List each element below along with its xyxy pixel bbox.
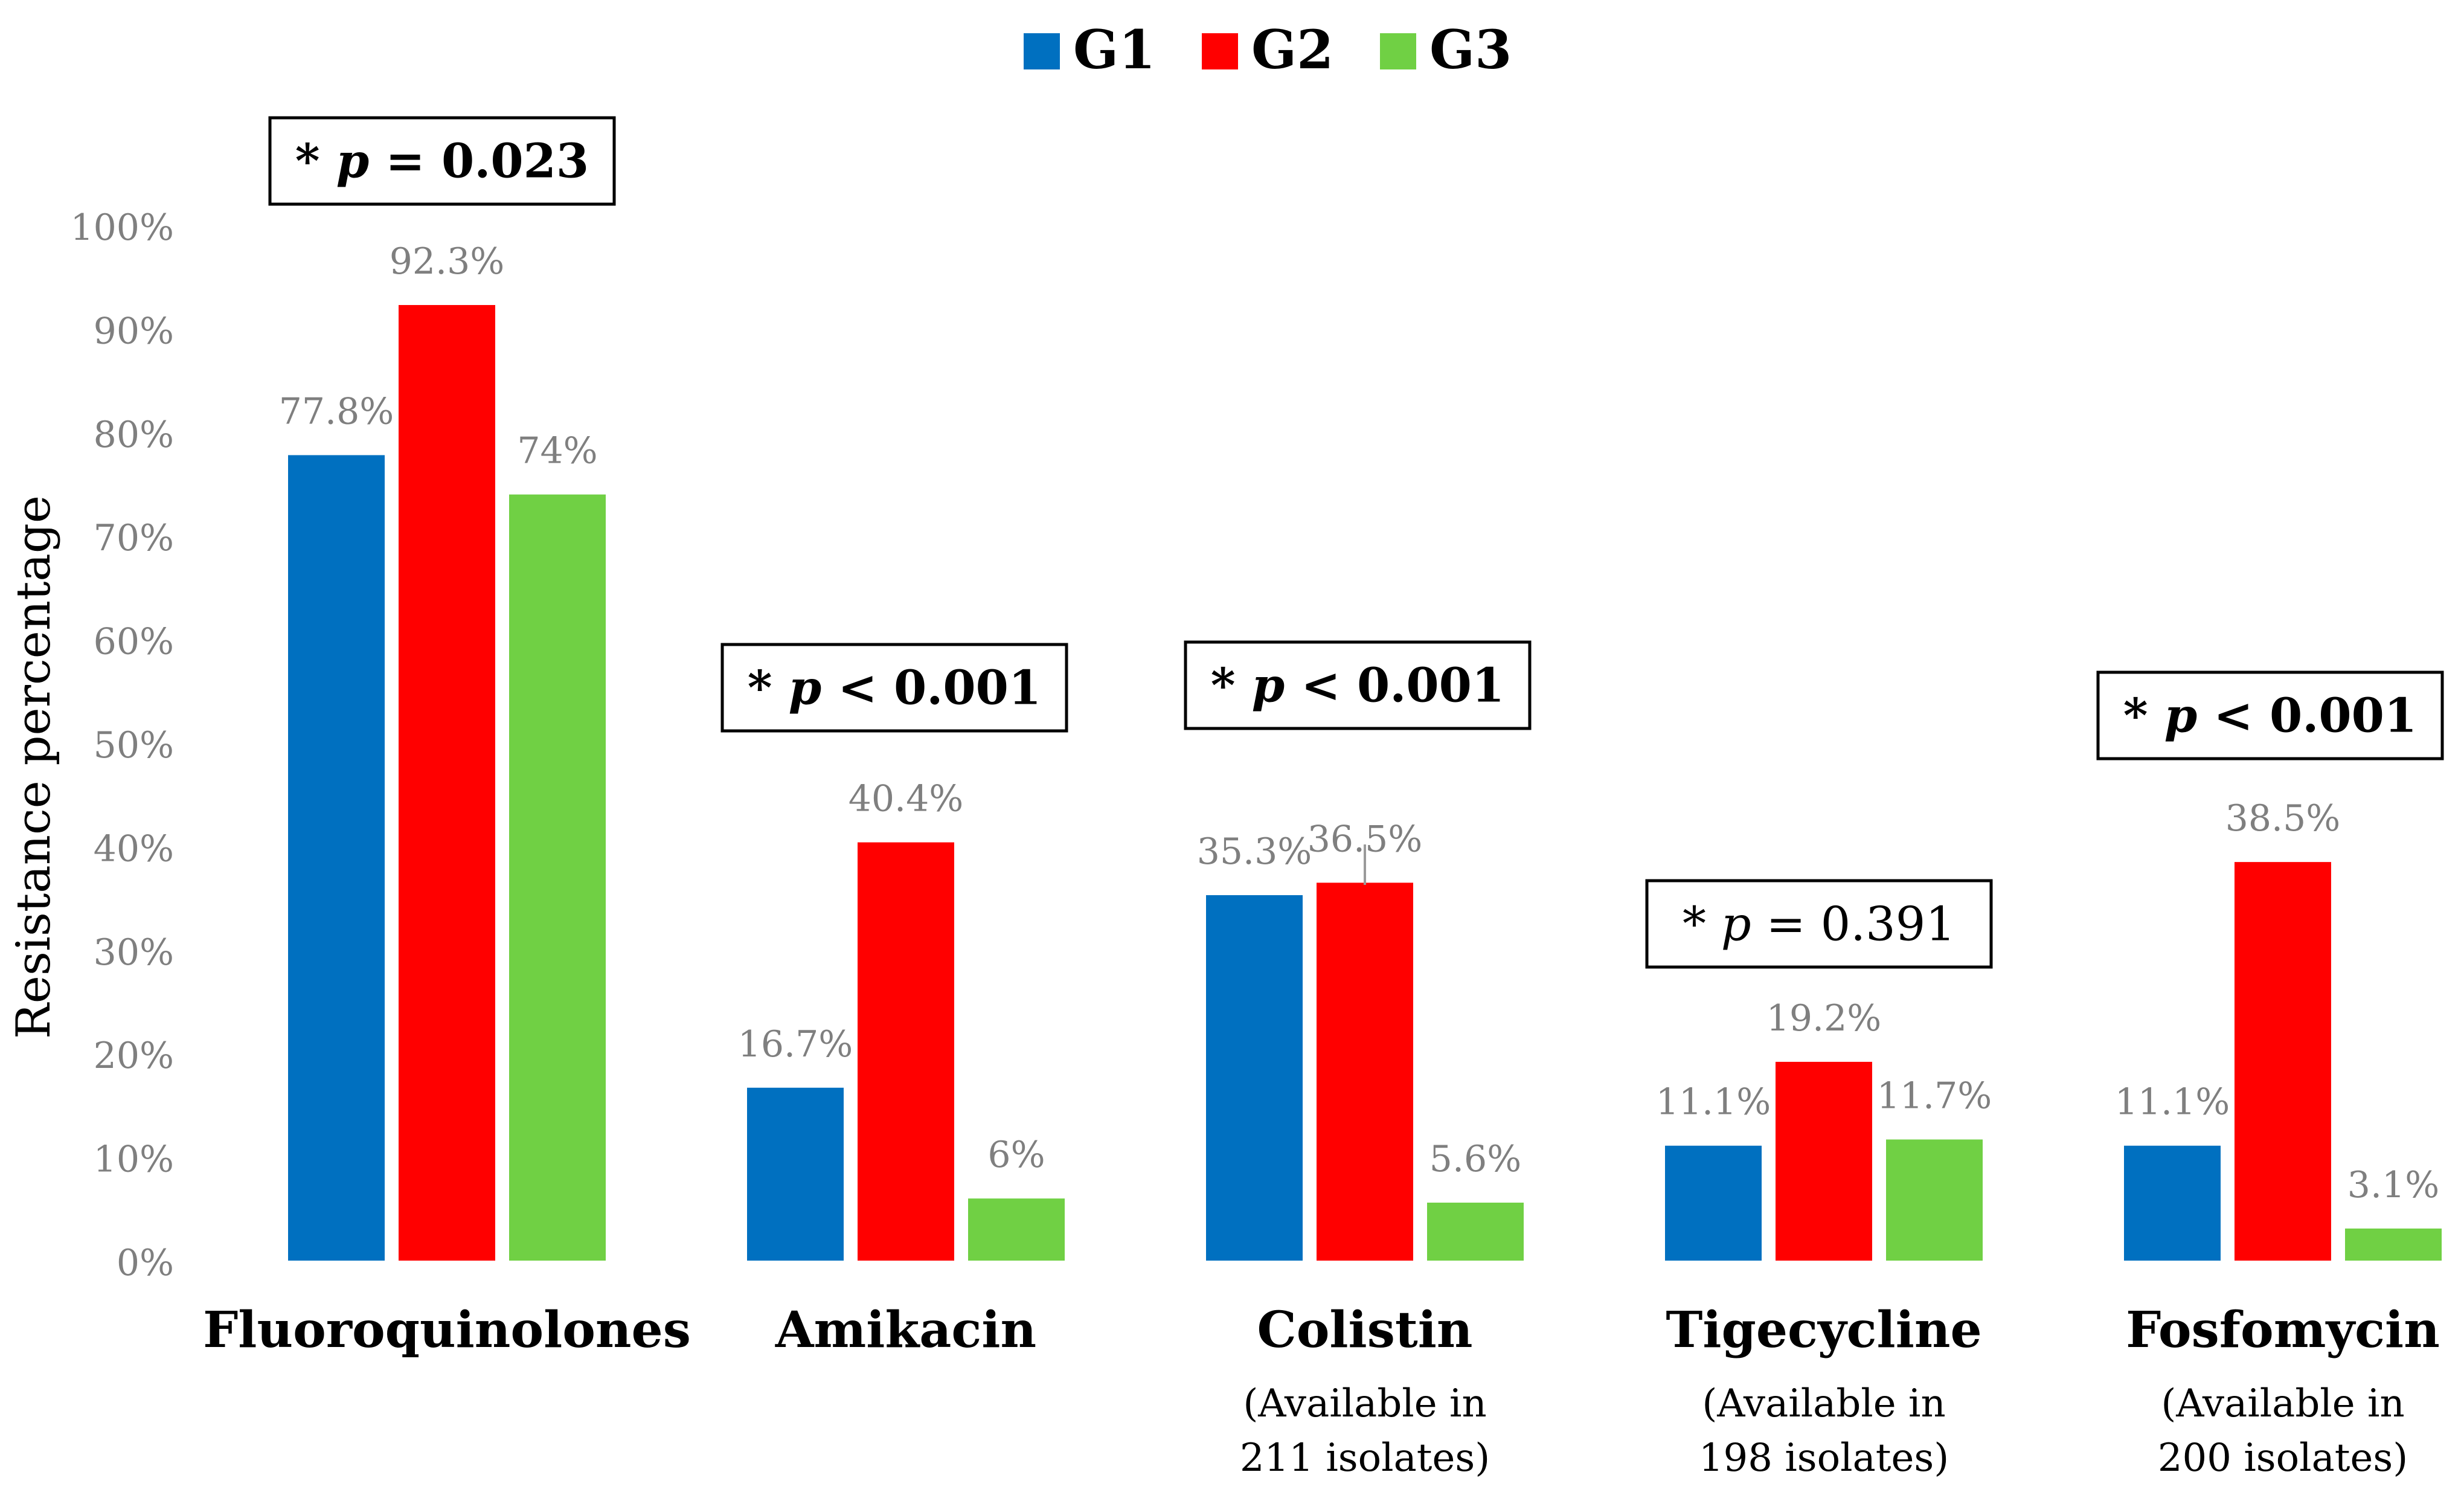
p-value-text: * p < 0.001 <box>1211 658 1504 713</box>
legend-swatch-g1 <box>1024 33 1060 69</box>
p-value-rest: < 0.001 <box>2197 689 2417 744</box>
y-tick-label: 70% <box>94 517 174 559</box>
value-label: 11.1% <box>2115 1081 2230 1124</box>
bar-g2-amikacin <box>858 842 954 1261</box>
p-value-prefix: * <box>295 134 336 189</box>
legend-label-g1: G1 <box>1073 18 1155 81</box>
value-label: 38.5% <box>2225 797 2341 840</box>
category-labels: Fluoroquinolones Amikacin Colistin (Availab… <box>203 1301 2440 1480</box>
bar-g2-fosfomycin <box>2235 862 2331 1261</box>
category-note: 211 isolates) <box>1240 1436 1490 1480</box>
y-tick-label: 90% <box>94 310 174 352</box>
y-tick-label: 100% <box>70 207 174 249</box>
p-value-rest: < 0.001 <box>821 661 1041 716</box>
bar-g3-tigecycline <box>1886 1139 1983 1261</box>
y-axis-label: Resistance percentage <box>7 495 61 1039</box>
value-label: 74% <box>517 430 597 472</box>
value-label: 19.2% <box>1766 997 1882 1040</box>
p-value-text: * p < 0.001 <box>748 661 1041 716</box>
category-note: 198 isolates) <box>1699 1436 1949 1480</box>
p-value-prefix: * <box>1683 898 1721 952</box>
y-tick-label: 80% <box>94 414 174 456</box>
p-value-prefix: * <box>1211 658 1252 713</box>
bar-g3-fluoroquinolones <box>509 494 606 1261</box>
value-label: 3.1% <box>2347 1164 2439 1206</box>
category-label: Amikacin <box>775 1301 1036 1359</box>
p-value-rest: = 0.023 <box>369 134 589 189</box>
p-value-text: * p = 0.023 <box>295 134 589 189</box>
bar-g1-fosfomycin <box>2124 1145 2221 1261</box>
value-label: 11.7% <box>1877 1075 1992 1117</box>
legend-swatch-g3 <box>1380 33 1416 69</box>
p-value-text: * p < 0.001 <box>2123 689 2417 744</box>
p-value-box <box>268 116 616 206</box>
bar-g1-fluoroquinolones <box>288 455 385 1261</box>
p-value-rest: < 0.001 <box>1285 658 1504 713</box>
p-value-variable: p <box>336 134 370 189</box>
p-value-variable: p <box>2164 689 2198 744</box>
bar-g1-amikacin <box>747 1087 844 1261</box>
p-value-box <box>1645 879 1993 969</box>
legend-swatch-g2 <box>1202 33 1238 69</box>
category-note: 200 isolates) <box>2158 1436 2408 1480</box>
p-value-text: * p = 0.391 <box>1683 898 1955 952</box>
bar-g2-colistin <box>1317 882 1413 1261</box>
category-label: Tigecycline <box>1666 1301 1981 1359</box>
value-label: 6% <box>987 1134 1045 1176</box>
value-labels: 77.8%92.3%74%16.7%40.4%6%35.3%36.5%5.6%1… <box>279 240 2440 1206</box>
p-value-prefix: * <box>748 661 789 716</box>
y-tick-label: 50% <box>94 724 174 767</box>
category-label: Fosfomycin <box>2126 1301 2440 1359</box>
category-note: (Available in <box>1243 1381 1486 1426</box>
bar-g1-colistin <box>1206 895 1303 1261</box>
category-label: Colistin <box>1257 1301 1472 1359</box>
y-tick-label: 60% <box>94 621 174 663</box>
bar-g2-tigecycline <box>1776 1061 1872 1261</box>
category-label: Fluoroquinolones <box>203 1301 691 1359</box>
y-tick-label: 0% <box>117 1242 174 1284</box>
y-tick-label: 10% <box>94 1139 174 1181</box>
legend: G1 G2 G3 <box>1024 18 1512 81</box>
bar-g1-tigecycline <box>1665 1145 1762 1261</box>
bar-g3-amikacin <box>968 1198 1065 1261</box>
y-tick-label: 30% <box>94 931 174 974</box>
p-value-variable: p <box>1721 898 1751 952</box>
p-value-box <box>2096 670 2444 760</box>
p-value-box <box>720 643 1068 733</box>
value-label: 40.4% <box>849 778 964 820</box>
p-value-annotations: * p = 0.023* p < 0.001 * p < 0.001* p = 0… <box>268 116 2444 969</box>
value-label: 5.6% <box>1429 1138 1521 1180</box>
value-label: 35.3% <box>1197 831 1312 873</box>
value-label: 77.8% <box>279 391 394 433</box>
y-tick-label: 20% <box>94 1035 174 1077</box>
value-label: 92.3% <box>390 240 505 283</box>
bar-g3-colistin <box>1427 1203 1524 1261</box>
legend-label-g2: G2 <box>1251 18 1333 81</box>
p-value-box <box>1184 640 1532 730</box>
category-note: (Available in <box>2161 1381 2404 1426</box>
y-tick-label: 40% <box>94 828 174 870</box>
bar-g3-fosfomycin <box>2345 1228 2442 1261</box>
bars <box>288 304 2442 1261</box>
legend-label-g3: G3 <box>1429 18 1512 81</box>
p-value-rest: = 0.391 <box>1751 898 1955 952</box>
y-axis-ticks: 0% 10% 20% 30% 40% 50% 60% 70% 80% 90% 100% <box>70 207 174 1284</box>
bar-g2-fluoroquinolones <box>399 304 495 1261</box>
p-value-prefix: * <box>2123 689 2164 744</box>
p-value-variable: p <box>789 661 822 716</box>
p-value-variable: p <box>1252 658 1285 713</box>
value-label: 16.7% <box>738 1023 853 1066</box>
category-note: (Available in <box>1702 1381 1945 1426</box>
value-label: 11.1% <box>1656 1081 1771 1124</box>
